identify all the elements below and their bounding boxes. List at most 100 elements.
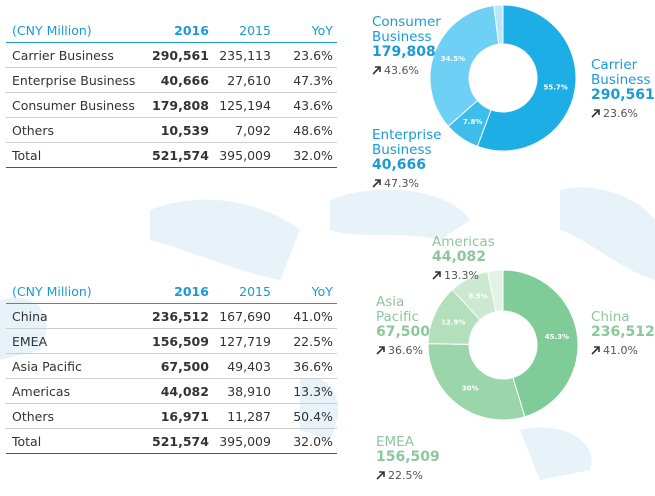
segment-label: 8.5% <box>468 293 487 301</box>
callout-change: 41.0% <box>591 343 655 358</box>
callout-change-text: 23.6% <box>603 107 638 120</box>
callout: Carrier Business 290,561 23.6% <box>591 58 655 121</box>
callout-change: 13.3% <box>432 268 502 283</box>
table-row: Americas 44,082 38,910 13.3% <box>6 378 337 404</box>
callout-value: 290,561 <box>591 87 655 103</box>
callout: Americas 44,082 13.3% <box>432 235 502 283</box>
table-cell: 13.3% <box>274 378 337 404</box>
header-row: (CNY Million) 2016 2015 YoY <box>6 18 337 43</box>
callout-change: 36.6% <box>376 343 446 358</box>
segment-label: 55.7% <box>543 84 567 92</box>
header-cell: 2016 <box>148 279 213 304</box>
table-cell: 236,512 <box>148 303 213 329</box>
callout-name: Consumer Business <box>372 14 441 45</box>
table-row: Others 16,971 11,287 50.4% <box>6 403 337 429</box>
table-cell: 125,194 <box>212 92 275 118</box>
table-cell: 11,287 <box>212 403 275 429</box>
callout-value: 44,082 <box>432 249 487 265</box>
table-cell: China <box>6 303 148 329</box>
table-cell: 32.0% <box>274 428 337 454</box>
table-row: Carrier Business 290,561 235,113 23.6% <box>6 42 337 68</box>
header-cell: (CNY Million) <box>6 18 148 43</box>
segment-label: 12.9% <box>441 319 465 327</box>
table-cell: 27,610 <box>212 67 275 93</box>
table-row: EMEA 156,509 127,719 22.5% <box>6 328 337 354</box>
callout: Enterprise Business 40,666 47.3% <box>372 128 442 191</box>
table-cell: EMEA <box>6 328 148 354</box>
callout-change: 23.6% <box>591 106 655 121</box>
table-cell: 156,509 <box>148 328 213 354</box>
table-row: Enterprise Business 40,666 27,610 47.3% <box>6 67 337 93</box>
donut-segment <box>429 5 500 127</box>
table-row: Asia Pacific 67,500 49,403 36.6% <box>6 353 337 379</box>
callout-change-text: 43.6% <box>384 64 419 77</box>
callout-name: Carrier Business <box>591 57 651 88</box>
segment-label: 30% <box>462 384 479 392</box>
callout: Consumer Business 179,808 43.6% <box>372 15 442 78</box>
callout-name: China <box>591 309 630 325</box>
callout: EMEA 156,509 22.5% <box>376 435 446 483</box>
up-arrow-icon <box>591 109 600 118</box>
callout-name: Americas <box>432 234 495 250</box>
table-cell: 167,690 <box>212 303 275 329</box>
up-arrow-icon <box>372 66 381 75</box>
table-cell: 44,082 <box>148 378 213 404</box>
table-cell: Americas <box>6 378 148 404</box>
table-row: Total 521,574 395,009 32.0% <box>6 428 337 454</box>
header-cell: YoY <box>274 279 337 304</box>
table-cell: 395,009 <box>212 428 275 454</box>
callout-name: Enterprise Business <box>372 127 442 158</box>
donut-segment <box>486 269 504 313</box>
header-cell: 2016 <box>148 18 213 43</box>
table-cell: 43.6% <box>274 92 337 118</box>
header-row: (CNY Million) 2016 2015 YoY <box>6 279 337 304</box>
callout-value: 236,512 <box>591 324 655 340</box>
header-cell: 2015 <box>212 279 275 304</box>
segment-label: 45.3% <box>545 333 569 341</box>
table-cell: 38,910 <box>212 378 275 404</box>
callout-name: EMEA <box>376 434 414 450</box>
table-cell: 235,113 <box>212 42 275 68</box>
up-arrow-icon <box>591 346 600 355</box>
table-cell: Enterprise Business <box>6 67 148 93</box>
up-arrow-icon <box>432 271 441 280</box>
table-top: (CNY Million) 2016 2015 YoY Carrier Business… <box>6 18 337 168</box>
callout-name: Asia Pacific <box>376 294 419 325</box>
callout: China 236,512 41.0% <box>591 310 655 358</box>
up-arrow-icon <box>372 179 381 188</box>
table-row: China 236,512 167,690 41.0% <box>6 303 337 329</box>
table-cell: 47.3% <box>274 67 337 93</box>
donut-segment <box>493 4 504 45</box>
callout-change: 47.3% <box>372 176 442 191</box>
table-bottom: (CNY Million) 2016 2015 YoY China 236,512 167,… <box>6 279 337 454</box>
callout-change: 22.5% <box>376 468 446 483</box>
donut-segment <box>476 4 577 152</box>
table-cell: 50.4% <box>274 403 337 429</box>
table-cell: 22.5% <box>274 328 337 354</box>
callout-value: 156,509 <box>376 449 440 465</box>
table-cell: Others <box>6 117 148 143</box>
up-arrow-icon <box>376 346 385 355</box>
table-row: Others 10,539 7,092 48.6% <box>6 117 337 143</box>
header-cell: 2015 <box>212 18 275 43</box>
table-cell: 7,092 <box>212 117 275 143</box>
donut-segment <box>427 343 526 421</box>
table-cell: 48.6% <box>274 117 337 143</box>
segment-label: 7.8% <box>463 118 482 126</box>
callout-change: 43.6% <box>372 63 442 78</box>
callout-change-text: 22.5% <box>388 469 423 482</box>
table-cell: 16,971 <box>148 403 213 429</box>
table-cell: 127,719 <box>212 328 275 354</box>
table-cell: 41.0% <box>274 303 337 329</box>
table-cell: Asia Pacific <box>6 353 148 379</box>
segment-label: 34.5% <box>441 55 465 63</box>
table-cell: Total <box>6 142 148 168</box>
up-arrow-icon <box>376 471 385 480</box>
callout: Asia Pacific 67,500 36.6% <box>376 295 446 358</box>
table-cell: 179,808 <box>148 92 213 118</box>
table-cell: 290,561 <box>148 42 213 68</box>
table-row: Consumer Business 179,808 125,194 43.6% <box>6 92 337 118</box>
callout-value: 179,808 <box>372 44 436 60</box>
